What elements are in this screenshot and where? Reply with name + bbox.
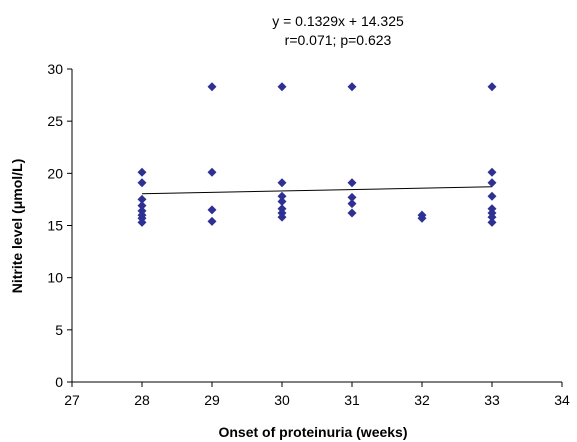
data-point [137, 217, 147, 227]
data-point [347, 199, 357, 209]
x-axis-title: Onset of proteinuria (weeks) [218, 424, 407, 440]
x-tick-label: 27 [64, 392, 80, 408]
data-point [277, 212, 287, 222]
data-point [347, 178, 357, 188]
data-point [207, 216, 217, 226]
data-point [137, 201, 147, 211]
x-tick-label: 31 [344, 392, 360, 408]
data-point [487, 191, 497, 201]
y-tick-label: 5 [55, 322, 63, 338]
x-tick-label: 34 [554, 392, 570, 408]
data-point [347, 192, 357, 202]
data-point [137, 194, 147, 204]
data-point [277, 191, 287, 201]
data-point [277, 82, 287, 92]
data-point [487, 212, 497, 222]
trendline [141, 186, 493, 195]
x-tick-label: 33 [484, 392, 500, 408]
data-point [137, 178, 147, 188]
regression-equation: y = 0.1329x + 14.325 [272, 13, 404, 29]
correlation-stats: r=0.071; p=0.623 [285, 32, 392, 48]
y-tick-label: 0 [55, 374, 63, 390]
y-tick-label: 20 [47, 165, 63, 181]
x-tick-label: 32 [414, 392, 430, 408]
data-point [487, 82, 497, 92]
chart-annotations: y = 0.1329x + 14.325 r=0.071; p=0.623 [272, 13, 404, 48]
data-point [207, 82, 217, 92]
y-tick-label: 25 [47, 113, 63, 129]
y-tick-label: 30 [47, 61, 63, 77]
data-point [277, 197, 287, 207]
trendline-layer [141, 186, 493, 195]
data-point [137, 167, 147, 177]
axes: 0 5 10 15 20 25 30 27 28 29 30 31 32 33 34 [47, 61, 570, 408]
data-point [487, 178, 497, 188]
data-point [347, 82, 357, 92]
data-point [347, 208, 357, 218]
data-point [207, 205, 217, 215]
y-axis-title: Nitrite level (μmol/L) [9, 159, 25, 294]
data-point [277, 178, 287, 188]
data-point [417, 213, 427, 223]
data-points [137, 82, 497, 227]
y-tick-label: 15 [47, 218, 63, 234]
data-point [487, 167, 497, 177]
y-tick-label: 10 [47, 270, 63, 286]
data-point [487, 217, 497, 227]
x-tick-label: 28 [134, 392, 150, 408]
x-tick-label: 29 [204, 392, 220, 408]
data-point [207, 167, 217, 177]
x-tick-label: 30 [274, 392, 290, 408]
